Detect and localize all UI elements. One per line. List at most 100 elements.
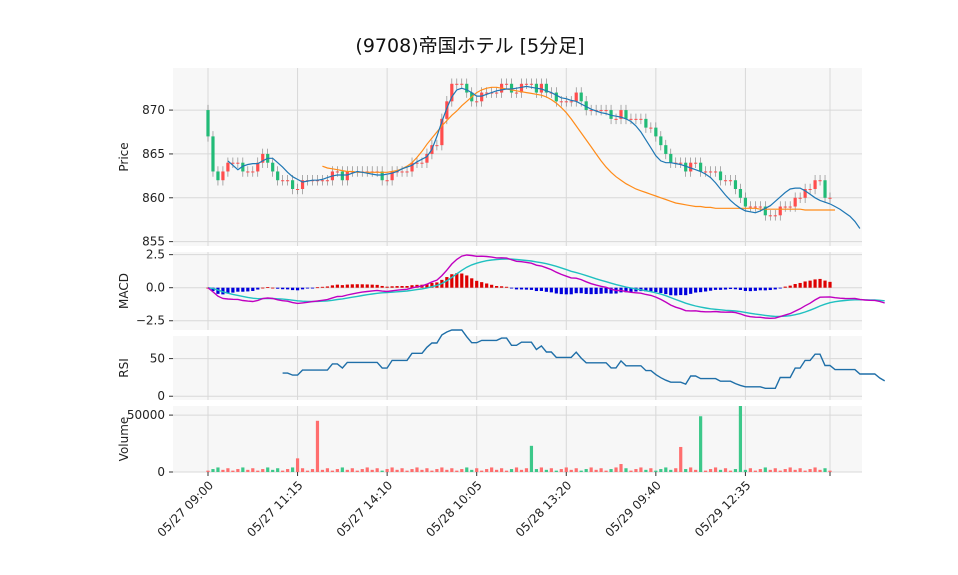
- macd-histogram-bar: [405, 286, 409, 288]
- macd-histogram-bar: [669, 287, 673, 296]
- candle-body: [654, 127, 658, 137]
- candle-body: [828, 197, 832, 199]
- x-tick-label: 05/27 11:15: [244, 478, 306, 540]
- macd-histogram-bar: [290, 287, 295, 291]
- volume-bar: [335, 469, 339, 472]
- volume-bar: [564, 467, 568, 472]
- macd-histogram-bar: [266, 287, 270, 288]
- volume-bar: [609, 469, 613, 472]
- macd-histogram-bar: [480, 282, 484, 288]
- volume-bar: [325, 468, 330, 472]
- volume-bar: [380, 470, 384, 472]
- volume-bar: [415, 467, 419, 472]
- volume-bar: [495, 469, 499, 472]
- x-tick-label: 05/29 12:35: [692, 478, 754, 540]
- volume-bar: [490, 467, 494, 472]
- candle-body: [798, 197, 802, 199]
- candle-body: [514, 92, 519, 94]
- candle-body: [679, 162, 683, 164]
- candle-body: [231, 162, 235, 164]
- macd-histogram-bar: [624, 287, 628, 293]
- macd-histogram-bar: [485, 283, 489, 288]
- macd-histogram-bar: [539, 287, 543, 291]
- macd-histogram-bar: [305, 287, 310, 289]
- candle-body: [335, 171, 339, 173]
- macd-histogram-bar: [828, 281, 832, 288]
- candle-body: [216, 171, 220, 181]
- price-ytick-label: 870: [142, 103, 165, 117]
- macd-histogram-bar: [718, 287, 723, 290]
- candle-body: [420, 162, 424, 164]
- macd-histogram-bar: [694, 287, 698, 293]
- candle-body: [733, 180, 738, 190]
- macd-histogram-bar: [340, 285, 344, 288]
- macd-histogram-bar: [664, 287, 668, 295]
- rsi-ytick-label: 0: [157, 389, 165, 403]
- rsi-ylabel: RSI: [117, 358, 131, 378]
- candle-body: [286, 180, 290, 182]
- macd-histogram-bar: [644, 287, 648, 292]
- candle-body: [644, 118, 648, 128]
- macd-ytick-label: 0.0: [146, 281, 165, 295]
- volume-bar: [768, 469, 772, 472]
- macd-histogram-bar: [768, 287, 772, 291]
- volume-ytick-label: 0: [157, 465, 165, 479]
- candle-body: [206, 110, 210, 137]
- macd-ylabel: MACD: [117, 273, 131, 309]
- volume-bar: [679, 446, 683, 472]
- volume-bar: [808, 469, 812, 472]
- volume-bar: [251, 468, 255, 472]
- volume-bar: [649, 468, 653, 472]
- macd-histogram-bar: [763, 287, 767, 291]
- candle-body: [480, 92, 484, 102]
- candle-body: [256, 162, 260, 172]
- volume-bar: [803, 470, 807, 472]
- volume-bar: [634, 469, 638, 472]
- candle-body: [524, 83, 529, 85]
- ma-slow-line: [322, 86, 835, 211]
- volume-bar: [315, 420, 320, 472]
- volume-bar: [470, 469, 474, 472]
- macd-histogram-bar: [689, 287, 693, 294]
- volume-bar: [281, 470, 285, 472]
- candle-body: [251, 171, 255, 173]
- macd-histogram-bar: [261, 287, 265, 289]
- macd-histogram-bar: [569, 287, 573, 295]
- macd-histogram-bar: [320, 286, 325, 288]
- macd-histogram-bar: [315, 287, 320, 289]
- volume-bar: [360, 469, 364, 472]
- volume-bar: [256, 470, 260, 472]
- macd-histogram-bar: [256, 287, 260, 290]
- candle-body: [624, 110, 628, 119]
- candle-body: [659, 136, 663, 146]
- macd-histogram-bar: [649, 287, 653, 292]
- volume-bar: [450, 468, 454, 472]
- candle-body: [783, 206, 787, 208]
- candle-body: [634, 118, 638, 120]
- macd-histogram-bar: [370, 284, 374, 288]
- candle-body: [778, 206, 782, 216]
- candle-body: [509, 83, 514, 93]
- macd-histogram-bar: [554, 287, 558, 294]
- candle-body: [455, 83, 459, 85]
- candle-body: [639, 118, 643, 120]
- candle-body: [236, 162, 240, 164]
- volume-bar: [798, 468, 802, 472]
- candle-body: [385, 180, 389, 182]
- candle-body: [320, 180, 325, 182]
- macd-histogram-bar: [594, 287, 598, 295]
- macd-histogram-bar: [529, 287, 534, 290]
- volume-bar: [813, 467, 817, 472]
- candle-body: [793, 197, 797, 207]
- macd-histogram-bar: [778, 287, 782, 289]
- volume-bar: [599, 468, 603, 472]
- candle-body: [579, 92, 583, 102]
- volume-bar: [708, 469, 713, 472]
- macd-histogram-bar: [773, 287, 777, 290]
- volume-bar: [390, 467, 394, 472]
- volume-bar: [385, 469, 389, 472]
- macd-histogram-bar: [330, 285, 334, 288]
- candle-body: [440, 118, 444, 146]
- macd-line: [207, 254, 885, 320]
- macd-ytick-label: 2.5: [146, 248, 165, 262]
